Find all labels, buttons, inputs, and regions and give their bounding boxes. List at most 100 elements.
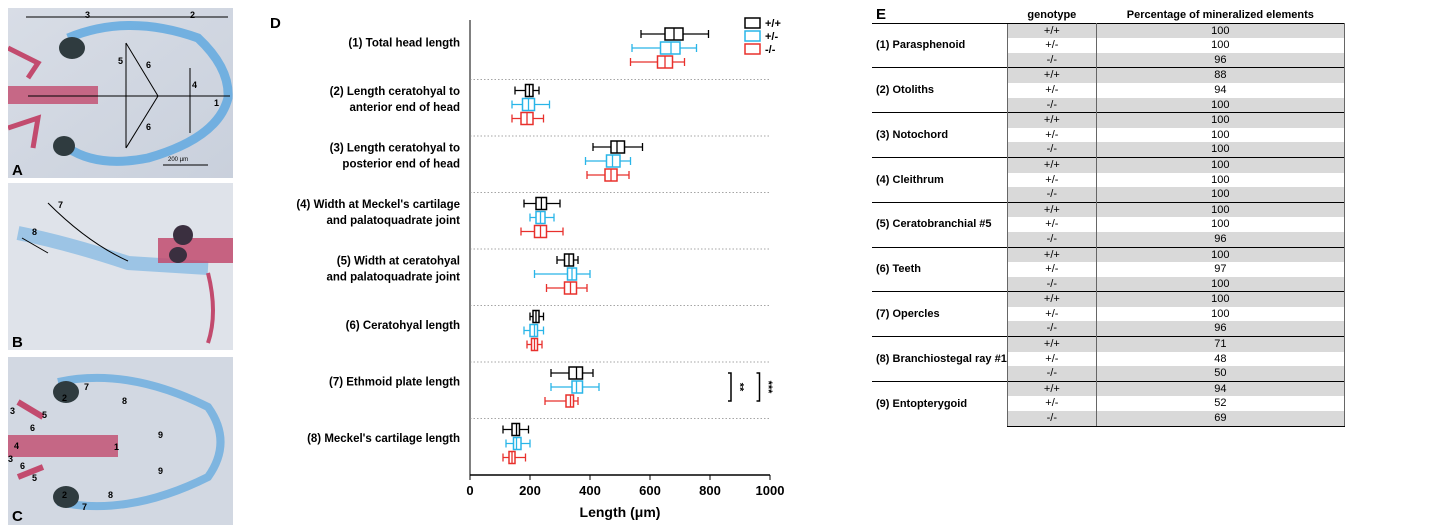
genotype-cell: +/+ bbox=[1006, 291, 1097, 307]
panel-b-letter: B bbox=[12, 334, 23, 351]
x-axis-label: Length (μm) bbox=[580, 504, 661, 520]
panel-c-label-6a: 6 bbox=[30, 423, 36, 433]
box-iqr bbox=[659, 41, 681, 55]
table-row: (8) Branchiostegal ray #1 +/+ 71 bbox=[872, 336, 1345, 382]
table-row: +/- 100 bbox=[872, 38, 1345, 53]
genotype-cell: -/- bbox=[1006, 97, 1097, 113]
x-tick-label: 600 bbox=[639, 483, 661, 498]
category-label: (4) Width at Meckel's cartilage bbox=[296, 199, 460, 211]
table-row: (7) Opercles +/+ 100 bbox=[872, 291, 1345, 337]
element-name: (4) Cleithrum bbox=[872, 156, 1008, 203]
percentage-cell: 100 bbox=[1096, 112, 1345, 128]
genotype-cell: -/- bbox=[1006, 276, 1097, 292]
panel-c-label-7b: 7 bbox=[82, 502, 88, 512]
genotype-cell: +/- bbox=[1006, 38, 1097, 53]
percentage-header: Percentage of mineralized elements bbox=[1126, 9, 1314, 21]
percentage-cell: 100 bbox=[1096, 127, 1345, 143]
significance-bracket-1 bbox=[728, 372, 732, 402]
table-row: -/- 100 bbox=[872, 187, 1345, 203]
legend-swatch bbox=[744, 43, 761, 55]
table-row: -/- 96 bbox=[872, 52, 1345, 68]
x-tick-label: 1000 bbox=[756, 483, 785, 498]
table-row: -/- 50 bbox=[872, 366, 1345, 382]
panel-c-image bbox=[8, 357, 233, 525]
percentage-cell: 94 bbox=[1096, 380, 1345, 397]
table-row: +/- 97 bbox=[872, 262, 1345, 277]
genotype-cell: +/- bbox=[1006, 172, 1097, 188]
significance-mark-2: *** bbox=[762, 381, 774, 395]
table-row: (1) Parasphenoid +/+ 100 bbox=[872, 22, 1345, 68]
genotype-cell: +/+ bbox=[1006, 112, 1097, 128]
table-row: +/- 94 bbox=[872, 82, 1345, 98]
percentage-cell: 48 bbox=[1096, 351, 1345, 367]
box-iqr bbox=[610, 140, 626, 154]
category-label: (2) Length ceratohyal to bbox=[330, 86, 460, 98]
genotype-cell: +/+ bbox=[1006, 156, 1097, 173]
genotype-cell: +/+ bbox=[1006, 201, 1097, 218]
table-row: -/- 100 bbox=[872, 97, 1345, 113]
percentage-cell: 96 bbox=[1096, 231, 1345, 247]
box-iqr bbox=[565, 394, 575, 408]
panel-c-label-9b: 9 bbox=[158, 466, 164, 476]
element-name: (7) Opercles bbox=[872, 291, 1008, 337]
genotype-header: genotype bbox=[1027, 9, 1077, 21]
category-label: (6) Ceratohyal length bbox=[346, 320, 460, 332]
legend-swatch bbox=[744, 17, 761, 29]
panel-a-label-1: 1 bbox=[214, 98, 220, 108]
genotype-cell: -/- bbox=[1006, 187, 1097, 203]
panel-a-label-4: 4 bbox=[192, 80, 198, 90]
table-row: (5) Ceratobranchial #5 +/+ 100 bbox=[872, 201, 1345, 247]
percentage-cell: 100 bbox=[1096, 187, 1345, 203]
x-tick-label: 400 bbox=[579, 483, 601, 498]
x-tick-label: 200 bbox=[519, 483, 541, 498]
table-row: -/- 96 bbox=[872, 231, 1345, 247]
category-label: (8) Meckel's cartilage length bbox=[307, 433, 460, 445]
category-label: (3) Length ceratohyal to bbox=[330, 142, 460, 154]
table-row: -/- 96 bbox=[872, 321, 1345, 337]
legend-label: +/- bbox=[765, 31, 778, 43]
percentage-cell: 100 bbox=[1096, 142, 1345, 158]
box-iqr bbox=[511, 422, 521, 437]
significance-bracket-2 bbox=[756, 372, 761, 402]
significance-mark-1: ** bbox=[733, 383, 745, 392]
panel-d-letter: D bbox=[270, 15, 281, 32]
genotype-cell: +/+ bbox=[1006, 246, 1097, 263]
panel-b-image bbox=[8, 183, 233, 350]
panel-c-label-1: 1 bbox=[114, 442, 120, 452]
percentage-cell: 100 bbox=[1096, 201, 1345, 218]
element-name: (1) Parasphenoid bbox=[872, 22, 1008, 68]
category-label: (5) Width at ceratohyal bbox=[337, 255, 460, 267]
panel-c-label-3b: 3 bbox=[8, 454, 14, 464]
table-row: +/- 100 bbox=[872, 127, 1345, 143]
element-name: (2) Otoliths bbox=[872, 67, 1008, 113]
table-row: +/- 100 bbox=[872, 306, 1345, 322]
percentage-cell: 50 bbox=[1096, 366, 1345, 382]
panel-a-label-6a: 6 bbox=[146, 60, 152, 70]
genotype-cell: +/+ bbox=[1006, 336, 1097, 352]
table-row: (2) Otoliths +/+ 88 bbox=[872, 67, 1345, 113]
genotype-cell: -/- bbox=[1006, 142, 1097, 158]
panel-c-label-5a: 5 bbox=[42, 410, 48, 420]
category-label: posterior end of head bbox=[342, 158, 460, 170]
panel-c-label-8a: 8 bbox=[122, 396, 128, 406]
category-label: (1) Total head length bbox=[348, 37, 460, 49]
element-name: (8) Branchiostegal ray #1 bbox=[872, 336, 1008, 382]
percentage-cell: 94 bbox=[1096, 82, 1345, 98]
percentage-cell: 52 bbox=[1096, 396, 1345, 412]
table-row: (9) Entopterygoid +/+ 94 bbox=[872, 380, 1345, 427]
genotype-cell: -/- bbox=[1006, 366, 1097, 382]
panel-c-label-8b: 8 bbox=[108, 490, 114, 500]
panel-e-letter: E bbox=[876, 6, 887, 23]
percentage-cell: 100 bbox=[1096, 156, 1345, 173]
category-label: and palatoquadrate joint bbox=[326, 271, 460, 283]
element-name: (6) Teeth bbox=[872, 246, 1008, 292]
x-tick-label: 0 bbox=[466, 483, 473, 498]
panel-c-label-9a: 9 bbox=[158, 430, 164, 440]
percentage-cell: 71 bbox=[1096, 336, 1345, 352]
box-iqr bbox=[529, 323, 539, 338]
category-label: (7) Ethmoid plate length bbox=[329, 376, 460, 388]
box-iqr bbox=[571, 380, 584, 394]
percentage-cell: 100 bbox=[1096, 172, 1345, 188]
panel-c-letter: C bbox=[12, 508, 23, 525]
genotype-cell: -/- bbox=[1006, 411, 1097, 427]
